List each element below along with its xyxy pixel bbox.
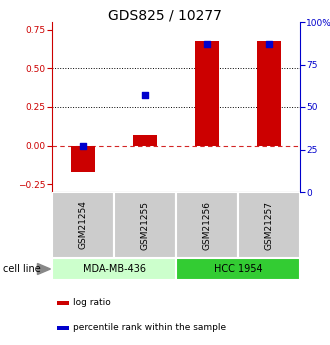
Bar	[71, 146, 95, 172]
Point	[204, 41, 210, 47]
Text: GSM21255: GSM21255	[141, 200, 149, 249]
Bar	[176, 258, 300, 280]
Bar	[52, 258, 176, 280]
Bar	[257, 41, 281, 146]
Point	[142, 92, 148, 98]
Point	[81, 143, 86, 149]
Bar	[133, 135, 157, 146]
Bar	[57, 325, 69, 329]
Text: GSM21254: GSM21254	[79, 200, 87, 249]
Bar	[52, 192, 114, 258]
Text: percentile rank within the sample: percentile rank within the sample	[73, 323, 226, 332]
Text: MDA-MB-436: MDA-MB-436	[82, 264, 146, 274]
Text: cell line: cell line	[3, 264, 41, 274]
Bar	[57, 300, 69, 305]
Text: GDS825 / 10277: GDS825 / 10277	[108, 9, 222, 23]
Text: log ratio: log ratio	[73, 298, 111, 307]
Text: HCC 1954: HCC 1954	[214, 264, 262, 274]
Text: GSM21256: GSM21256	[203, 200, 212, 249]
Bar	[195, 41, 219, 146]
Bar	[238, 192, 300, 258]
Bar	[114, 192, 176, 258]
Point	[266, 41, 272, 47]
Polygon shape	[37, 264, 50, 275]
Bar	[176, 192, 238, 258]
Text: GSM21257: GSM21257	[265, 200, 274, 249]
